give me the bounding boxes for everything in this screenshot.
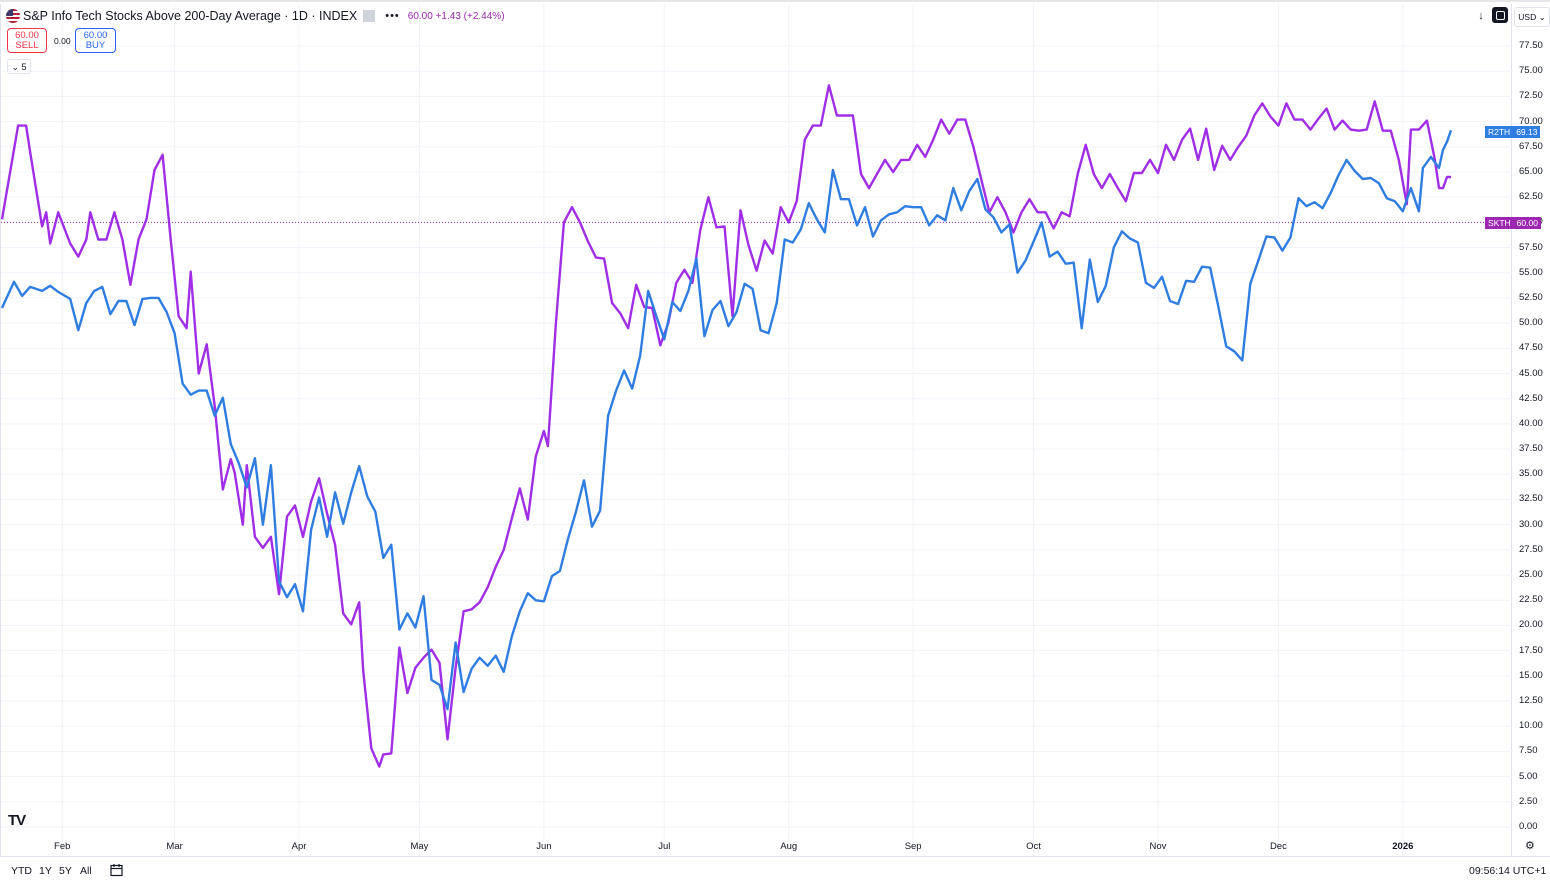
y-tick-label: 30.00 — [1519, 518, 1543, 530]
y-tick-label: 2.50 — [1519, 795, 1538, 807]
y-tick-label: 10.00 — [1519, 720, 1543, 732]
range-ytd-button[interactable]: YTD — [11, 865, 32, 877]
price-tag-symbol: R2TH — [1488, 127, 1511, 137]
x-tick-label: 2026 — [1392, 841, 1414, 852]
y-tick-label: 40.00 — [1519, 417, 1543, 429]
chart-mode-icon[interactable] — [1492, 7, 1508, 23]
indicators-toggle[interactable]: ⌄ 5 — [7, 59, 31, 74]
y-tick-label: 12.50 — [1519, 695, 1543, 707]
y-tick-label: 75.00 — [1519, 65, 1543, 77]
y-tick-label: 0.00 — [1519, 821, 1538, 832]
y-tick-label: 45.00 — [1519, 367, 1543, 379]
sell-price: 60.00 — [15, 30, 39, 41]
price-tag-symbol: SKTH — [1488, 218, 1511, 228]
clock[interactable]: 09:56:14 UTC+1 — [1469, 865, 1547, 877]
y-tick-label: 20.00 — [1519, 619, 1543, 631]
x-tick-label: Dec — [1269, 841, 1287, 852]
y-tick-label: 72.50 — [1519, 90, 1543, 102]
buy-button[interactable]: 60.00 BUY — [75, 28, 116, 53]
y-tick-label: 42.50 — [1519, 392, 1543, 404]
x-tick-label: Nov — [1149, 841, 1167, 852]
chart-series — [0, 84, 1453, 768]
legend-quote: 60.00 +1.43 (+2.44%) — [407, 10, 505, 22]
price-tag-value: 60.00 — [1516, 218, 1538, 228]
tradingview-logo[interactable]: TV — [8, 812, 26, 829]
y-tick-label: 52.50 — [1519, 291, 1543, 303]
buy-label: BUY — [85, 40, 106, 51]
y-tick-label: 65.00 — [1519, 165, 1543, 177]
currency-select[interactable]: USD ⌄ — [1514, 7, 1550, 27]
y-tick-label: 5.00 — [1519, 770, 1538, 782]
series-line-skth[interactable] — [0, 84, 1451, 768]
y-tick-label: 17.50 — [1519, 644, 1543, 656]
y-tick-label: 70.00 — [1519, 115, 1543, 127]
y-tick-label: 22.50 — [1519, 594, 1543, 606]
x-tick-label: Apr — [291, 841, 307, 852]
gear-icon[interactable]: ⚙ — [1525, 840, 1535, 852]
y-tick-label: 32.50 — [1519, 493, 1543, 505]
spread-value: 0.00 — [54, 36, 71, 46]
y-tick-label: 50.00 — [1519, 317, 1543, 329]
y-tick-label: 27.50 — [1519, 543, 1543, 555]
chart-legend: S&P Info Tech Stocks Above 200-Day Avera… — [6, 7, 505, 25]
y-tick-label: 47.50 — [1519, 342, 1543, 354]
y-tick-label: 57.50 — [1519, 241, 1543, 253]
range-1y-button[interactable]: 1Y — [39, 865, 52, 877]
sell-label: SELL — [15, 40, 39, 51]
y-tick-label: 62.50 — [1519, 191, 1543, 203]
plot-area[interactable] — [0, 4, 1512, 856]
price-tag-skth: SKTH 60.00 — [1485, 217, 1541, 229]
x-tick-label: Oct — [1026, 841, 1041, 852]
x-tick-label: Jul — [658, 841, 671, 852]
buy-price: 60.00 — [83, 30, 108, 41]
price-tag-value: 69.13 — [1516, 127, 1538, 137]
range-all-button[interactable]: All — [80, 865, 92, 877]
y-tick-label: 35.00 — [1519, 468, 1543, 480]
sell-button[interactable]: 60.00 SELL — [7, 28, 47, 53]
price-tag-r2th: R2TH 69.13 — [1485, 126, 1541, 138]
y-tick-label: 67.50 — [1519, 140, 1543, 152]
x-tick-label: Mar — [166, 841, 183, 852]
x-tick-label: May — [410, 841, 429, 852]
bottom-toolbar — [0, 856, 1550, 883]
y-tick-label: 77.50 — [1519, 40, 1543, 51]
us-flag-icon — [6, 9, 20, 23]
y-tick-label: 7.50 — [1519, 745, 1538, 757]
more-icon[interactable]: ••• — [385, 10, 400, 22]
window-top-border — [0, 0, 1550, 2]
x-tick-label: Jun — [536, 841, 552, 852]
range-5y-button[interactable]: 5Y — [59, 865, 72, 877]
symbol-logo-icon — [363, 10, 376, 22]
arrow-down-icon[interactable]: ↓ — [1478, 10, 1484, 22]
series-line-r2th[interactable] — [0, 129, 1453, 711]
calendar-icon[interactable] — [110, 863, 124, 877]
x-tick-label: Aug — [780, 841, 798, 852]
x-tick-label: Sep — [904, 841, 922, 852]
y-tick-label: 55.00 — [1519, 266, 1543, 278]
y-tick-label: 15.00 — [1519, 669, 1543, 681]
x-tick-label: Feb — [54, 841, 71, 852]
chart-grid — [1, 4, 1512, 856]
legend-title[interactable]: S&P Info Tech Stocks Above 200-Day Avera… — [23, 9, 358, 23]
y-tick-label: 37.50 — [1519, 443, 1543, 455]
y-tick-label: 25.00 — [1519, 569, 1543, 581]
